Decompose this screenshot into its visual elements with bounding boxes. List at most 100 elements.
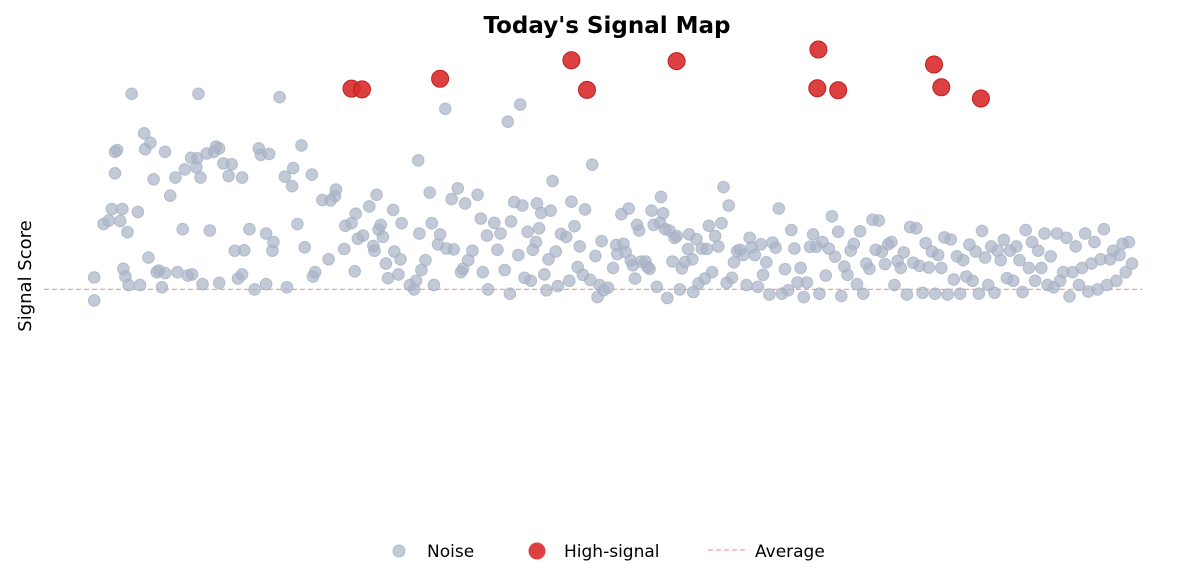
noise-point <box>158 145 172 159</box>
noise-point <box>722 199 736 212</box>
chart-title: Today's Signal Map <box>483 13 730 39</box>
noise-point <box>872 214 886 227</box>
noise-point <box>978 251 992 264</box>
noise-point <box>409 274 423 288</box>
noise-point <box>1097 222 1111 236</box>
noise-point <box>163 189 177 202</box>
noise-point <box>606 261 620 275</box>
noise-point <box>524 274 538 288</box>
noise-point <box>267 235 280 249</box>
noise-point <box>298 241 312 254</box>
legend-high-signal-marker <box>528 542 546 560</box>
noise-point <box>480 229 494 242</box>
noise-point <box>690 232 703 246</box>
noise-point <box>919 236 933 250</box>
noise-point <box>573 240 587 253</box>
noise-point <box>532 222 546 235</box>
high-signal-point <box>932 78 951 97</box>
noise-point <box>885 235 898 249</box>
noise-point <box>1060 231 1073 245</box>
noise-point <box>740 278 753 292</box>
noise-point <box>656 207 670 220</box>
noise-point <box>1028 274 1042 288</box>
noise-point <box>110 143 124 157</box>
noise-point <box>178 163 192 176</box>
noise-point <box>439 102 452 116</box>
noise-point <box>494 227 507 240</box>
noise-point <box>712 240 725 253</box>
noise-point <box>1113 248 1126 262</box>
noise-point <box>645 204 658 217</box>
noise-point <box>259 277 273 291</box>
noise-point <box>133 278 147 292</box>
noise-point <box>601 281 615 295</box>
noise-point <box>116 202 129 216</box>
noise-point <box>931 248 945 262</box>
noise-point <box>947 273 961 286</box>
noise-point <box>105 202 119 216</box>
noise-point <box>988 286 1001 300</box>
noise-point <box>147 173 160 186</box>
noise-point <box>1044 249 1057 263</box>
noise-point <box>788 242 801 255</box>
noise-point <box>337 242 351 256</box>
noise-point <box>841 268 854 282</box>
noise-point <box>1025 235 1039 249</box>
noise-point <box>578 203 592 216</box>
high-signal-point <box>808 79 827 98</box>
noise-point <box>169 171 182 184</box>
noise-point <box>121 225 134 239</box>
noise-point <box>278 170 292 183</box>
legend-noise-marker <box>392 544 406 558</box>
noise-point <box>702 219 716 233</box>
noise-point <box>847 237 861 251</box>
noise-point <box>551 279 565 293</box>
noise-point <box>717 180 730 194</box>
noise-point <box>295 139 308 152</box>
noise-point <box>549 245 563 258</box>
high-signal-points <box>342 40 990 108</box>
high-signal-point <box>431 69 450 88</box>
noise-point <box>781 284 795 297</box>
noise-point <box>797 290 811 304</box>
legend-average-label: Average <box>755 542 825 562</box>
noise-point <box>1072 278 1086 292</box>
noise-point <box>433 228 447 241</box>
noise-point <box>650 280 664 294</box>
noise-point <box>392 268 405 281</box>
noise-point <box>196 277 209 291</box>
noise-point <box>348 265 362 278</box>
noise-point <box>589 249 602 263</box>
noise-point <box>381 271 395 285</box>
noise-point <box>411 154 425 167</box>
noise-point <box>1088 235 1101 249</box>
noise-point <box>632 224 646 237</box>
noise-point <box>529 235 543 249</box>
high-signal-point <box>925 55 943 74</box>
noise-point <box>1019 223 1032 237</box>
noise-point <box>122 278 135 292</box>
noise-point <box>386 203 400 217</box>
noise-point <box>546 174 559 188</box>
noise-point <box>471 188 484 202</box>
noise-point <box>466 244 479 257</box>
noise-point <box>108 167 122 180</box>
noise-point <box>376 230 390 244</box>
noise-point <box>503 287 517 301</box>
noise-point <box>705 265 719 279</box>
noise-point <box>280 281 294 294</box>
noise-point <box>542 252 555 266</box>
noise-point <box>928 287 942 301</box>
noise-point <box>427 278 441 292</box>
noise-point <box>568 219 581 233</box>
noise-point <box>956 253 970 267</box>
noise-point <box>666 255 679 268</box>
noise-point <box>285 179 299 193</box>
y-axis-label: Signal Score <box>15 220 36 331</box>
noise-point <box>941 288 954 301</box>
noise-point <box>445 192 458 206</box>
noise-point <box>969 245 983 258</box>
noise-point <box>125 87 138 101</box>
noise-point <box>673 283 687 296</box>
noise-point <box>1110 274 1123 288</box>
